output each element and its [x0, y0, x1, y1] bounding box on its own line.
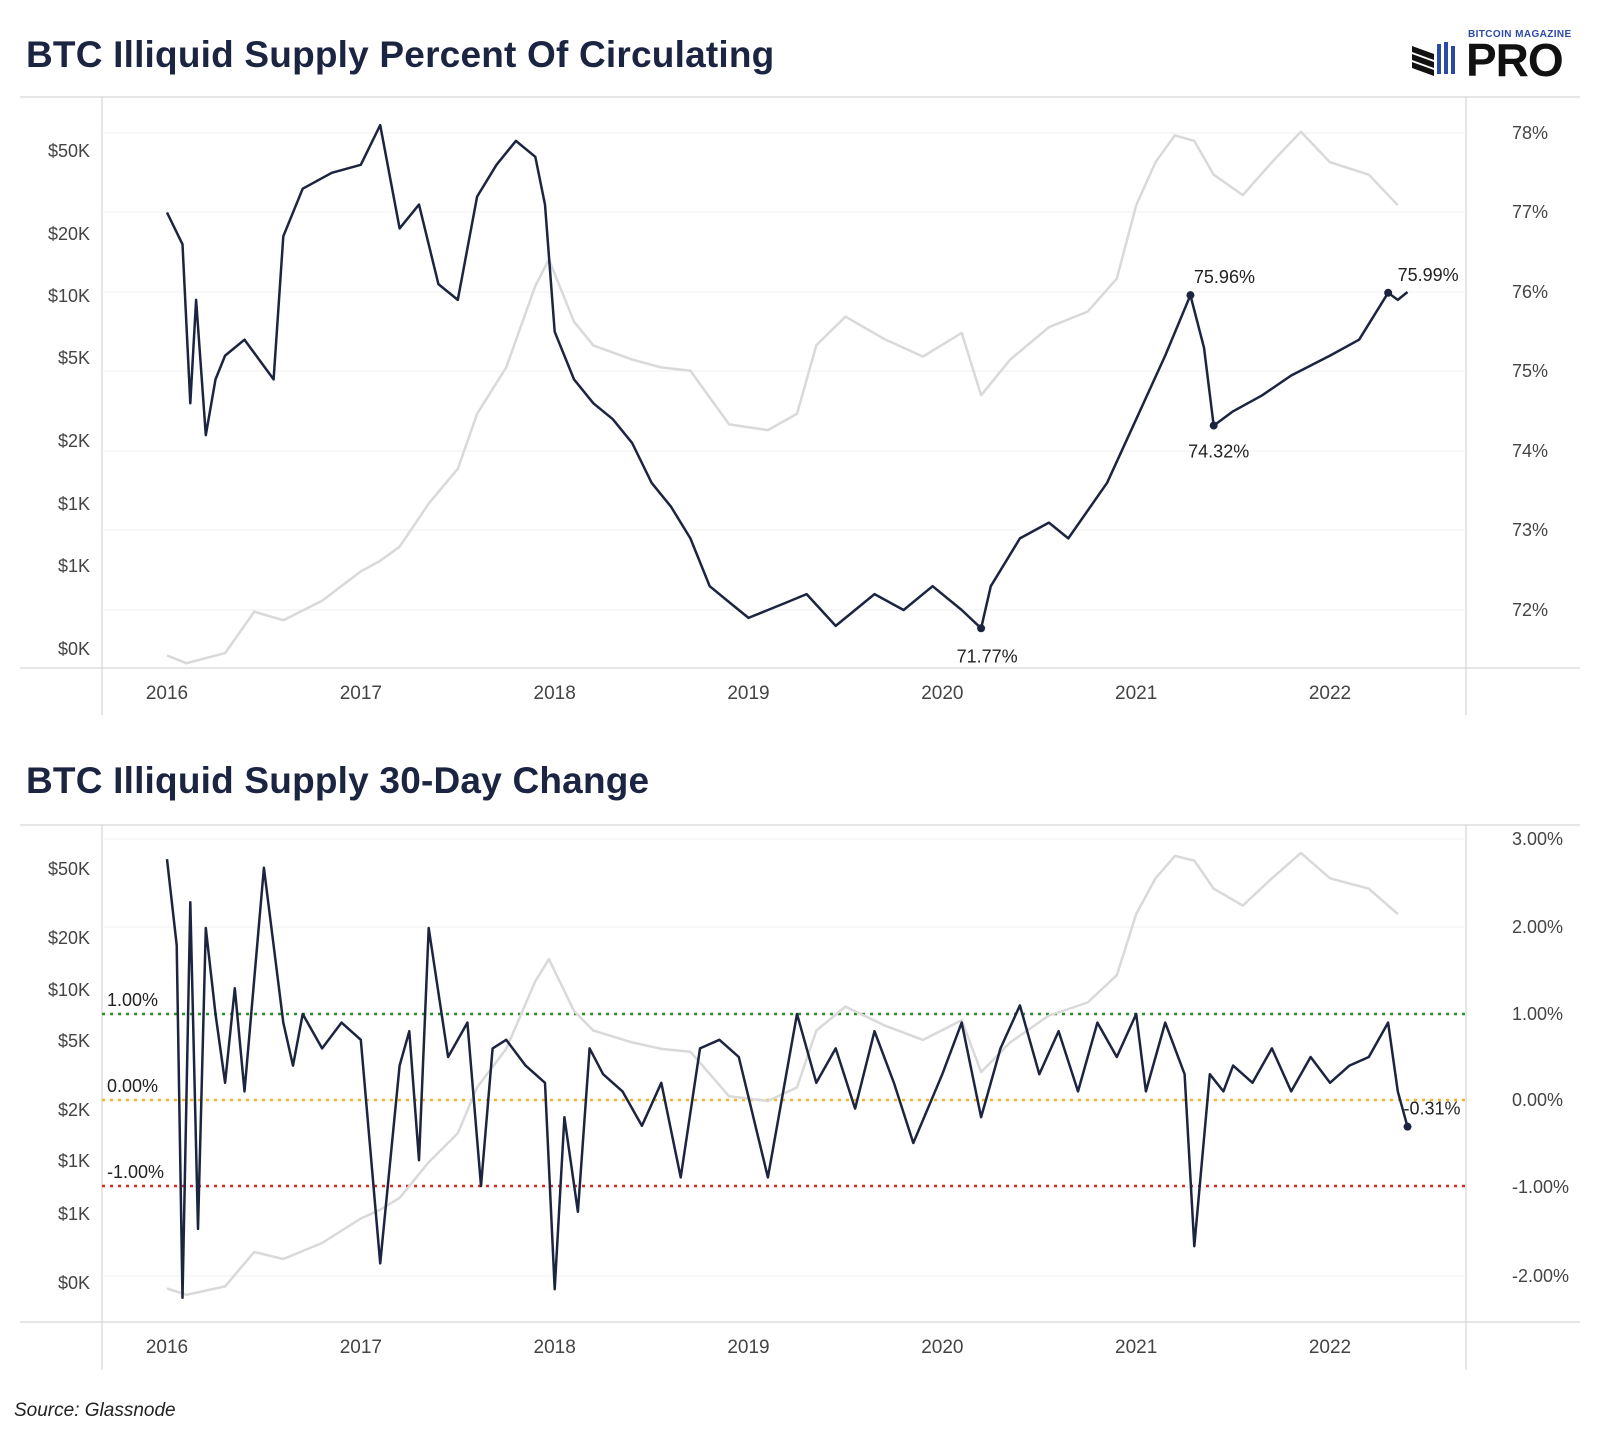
- left-tick-label: $0K: [58, 639, 90, 659]
- x-tick-label: 2022: [1309, 1337, 1351, 1358]
- x-tick-label: 2021: [1115, 683, 1157, 704]
- x-tick-label: 2020: [921, 1337, 963, 1358]
- left-tick-label: $2K: [58, 431, 90, 451]
- x-tick-label: 2017: [340, 1337, 382, 1358]
- x-tick-label: 2021: [1115, 1337, 1157, 1358]
- left-tick-label: $50K: [48, 859, 90, 879]
- right-tick-label: 78%: [1512, 123, 1548, 143]
- right-tick-label: 76%: [1512, 282, 1548, 302]
- right-tick-label: 72%: [1512, 600, 1548, 620]
- right-tick-label: 3.00%: [1512, 829, 1563, 849]
- x-tick-label: 2019: [727, 683, 769, 704]
- x-tick-label: 2017: [340, 683, 382, 704]
- chart-title-illiquid-percent: BTC Illiquid Supply Percent Of Circulati…: [26, 34, 775, 75]
- left-tick-label: $20K: [48, 224, 90, 244]
- annotation-marker: [1186, 291, 1195, 300]
- left-tick-label: $0K: [58, 1273, 90, 1293]
- annotation-marker: [1403, 1122, 1412, 1131]
- x-tick-label: 2016: [146, 683, 188, 704]
- source-note: Source: Glassnode: [14, 1400, 176, 1421]
- left-tick-label: $10K: [48, 980, 90, 1000]
- logo-magazine-text: BITCOIN MAGAZINE: [1468, 29, 1572, 40]
- reference-line-label: 1.00%: [107, 990, 158, 1010]
- illiquid-series-line: [165, 123, 1409, 630]
- annotation-marker: [1384, 288, 1393, 297]
- right-tick-label: 0.00%: [1512, 1090, 1563, 1110]
- btc-price-line: [166, 851, 1399, 1297]
- annotation-label: 75.96%: [1194, 267, 1255, 287]
- annotation-marker: [1209, 421, 1218, 430]
- x-tick-label: 2016: [146, 1337, 188, 1358]
- bitcoin-magazine-pro-logo: BITCOIN MAGAZINE PRO: [1410, 26, 1580, 86]
- right-tick-label: 73%: [1512, 520, 1548, 540]
- annotation-label: 75.99%: [1398, 265, 1459, 285]
- logo-stripes-icon: [1412, 42, 1455, 76]
- annotation-label: 71.77%: [957, 646, 1018, 666]
- left-tick-label: $2K: [58, 1100, 90, 1120]
- logo-pro-text: PRO: [1466, 34, 1564, 86]
- right-tick-label: 2.00%: [1512, 917, 1563, 937]
- left-tick-label: $10K: [48, 286, 90, 306]
- illiquid-series-line: [165, 859, 1409, 1300]
- annotation-label: 74.32%: [1188, 442, 1249, 462]
- right-tick-label: 77%: [1512, 202, 1548, 222]
- left-tick-label: $1K: [58, 556, 90, 576]
- x-tick-label: 2018: [534, 683, 576, 704]
- left-tick-label: $1K: [58, 1204, 90, 1224]
- right-tick-label: 75%: [1512, 361, 1548, 381]
- left-tick-label: $20K: [48, 928, 90, 948]
- right-tick-label: 1.00%: [1512, 1004, 1563, 1024]
- right-tick-label: 74%: [1512, 441, 1548, 461]
- reference-line-label: -1.00%: [107, 1162, 164, 1182]
- x-tick-label: 2020: [921, 683, 963, 704]
- reference-line-label: 0.00%: [107, 1076, 158, 1096]
- left-tick-label: $50K: [48, 141, 90, 161]
- chart-30day-change: $50K $20K $10K $5K $2K $1K $1K $0K 3.00% 2.00% 1.0…: [20, 824, 1580, 1370]
- chart-illiquid-percent: $50K $20K $10K $5K $2K $1K $1K $0K 78% 77% 76% 75% 7…: [20, 96, 1580, 715]
- left-tick-label: $1K: [58, 1151, 90, 1171]
- right-tick-label: -1.00%: [1512, 1177, 1569, 1197]
- annotation-marker: [977, 624, 986, 633]
- right-tick-label: -2.00%: [1512, 1266, 1569, 1286]
- left-tick-label: $5K: [58, 348, 90, 368]
- left-tick-label: $1K: [58, 494, 90, 514]
- annotation-label: -0.31%: [1404, 1099, 1461, 1119]
- x-tick-label: 2022: [1309, 683, 1351, 704]
- x-tick-label: 2018: [534, 1337, 576, 1358]
- btc-price-line: [166, 130, 1399, 665]
- left-tick-label: $5K: [58, 1031, 90, 1051]
- chart-title-30day-change: BTC Illiquid Supply 30-Day Change: [26, 760, 650, 801]
- x-tick-label: 2019: [727, 1337, 769, 1358]
